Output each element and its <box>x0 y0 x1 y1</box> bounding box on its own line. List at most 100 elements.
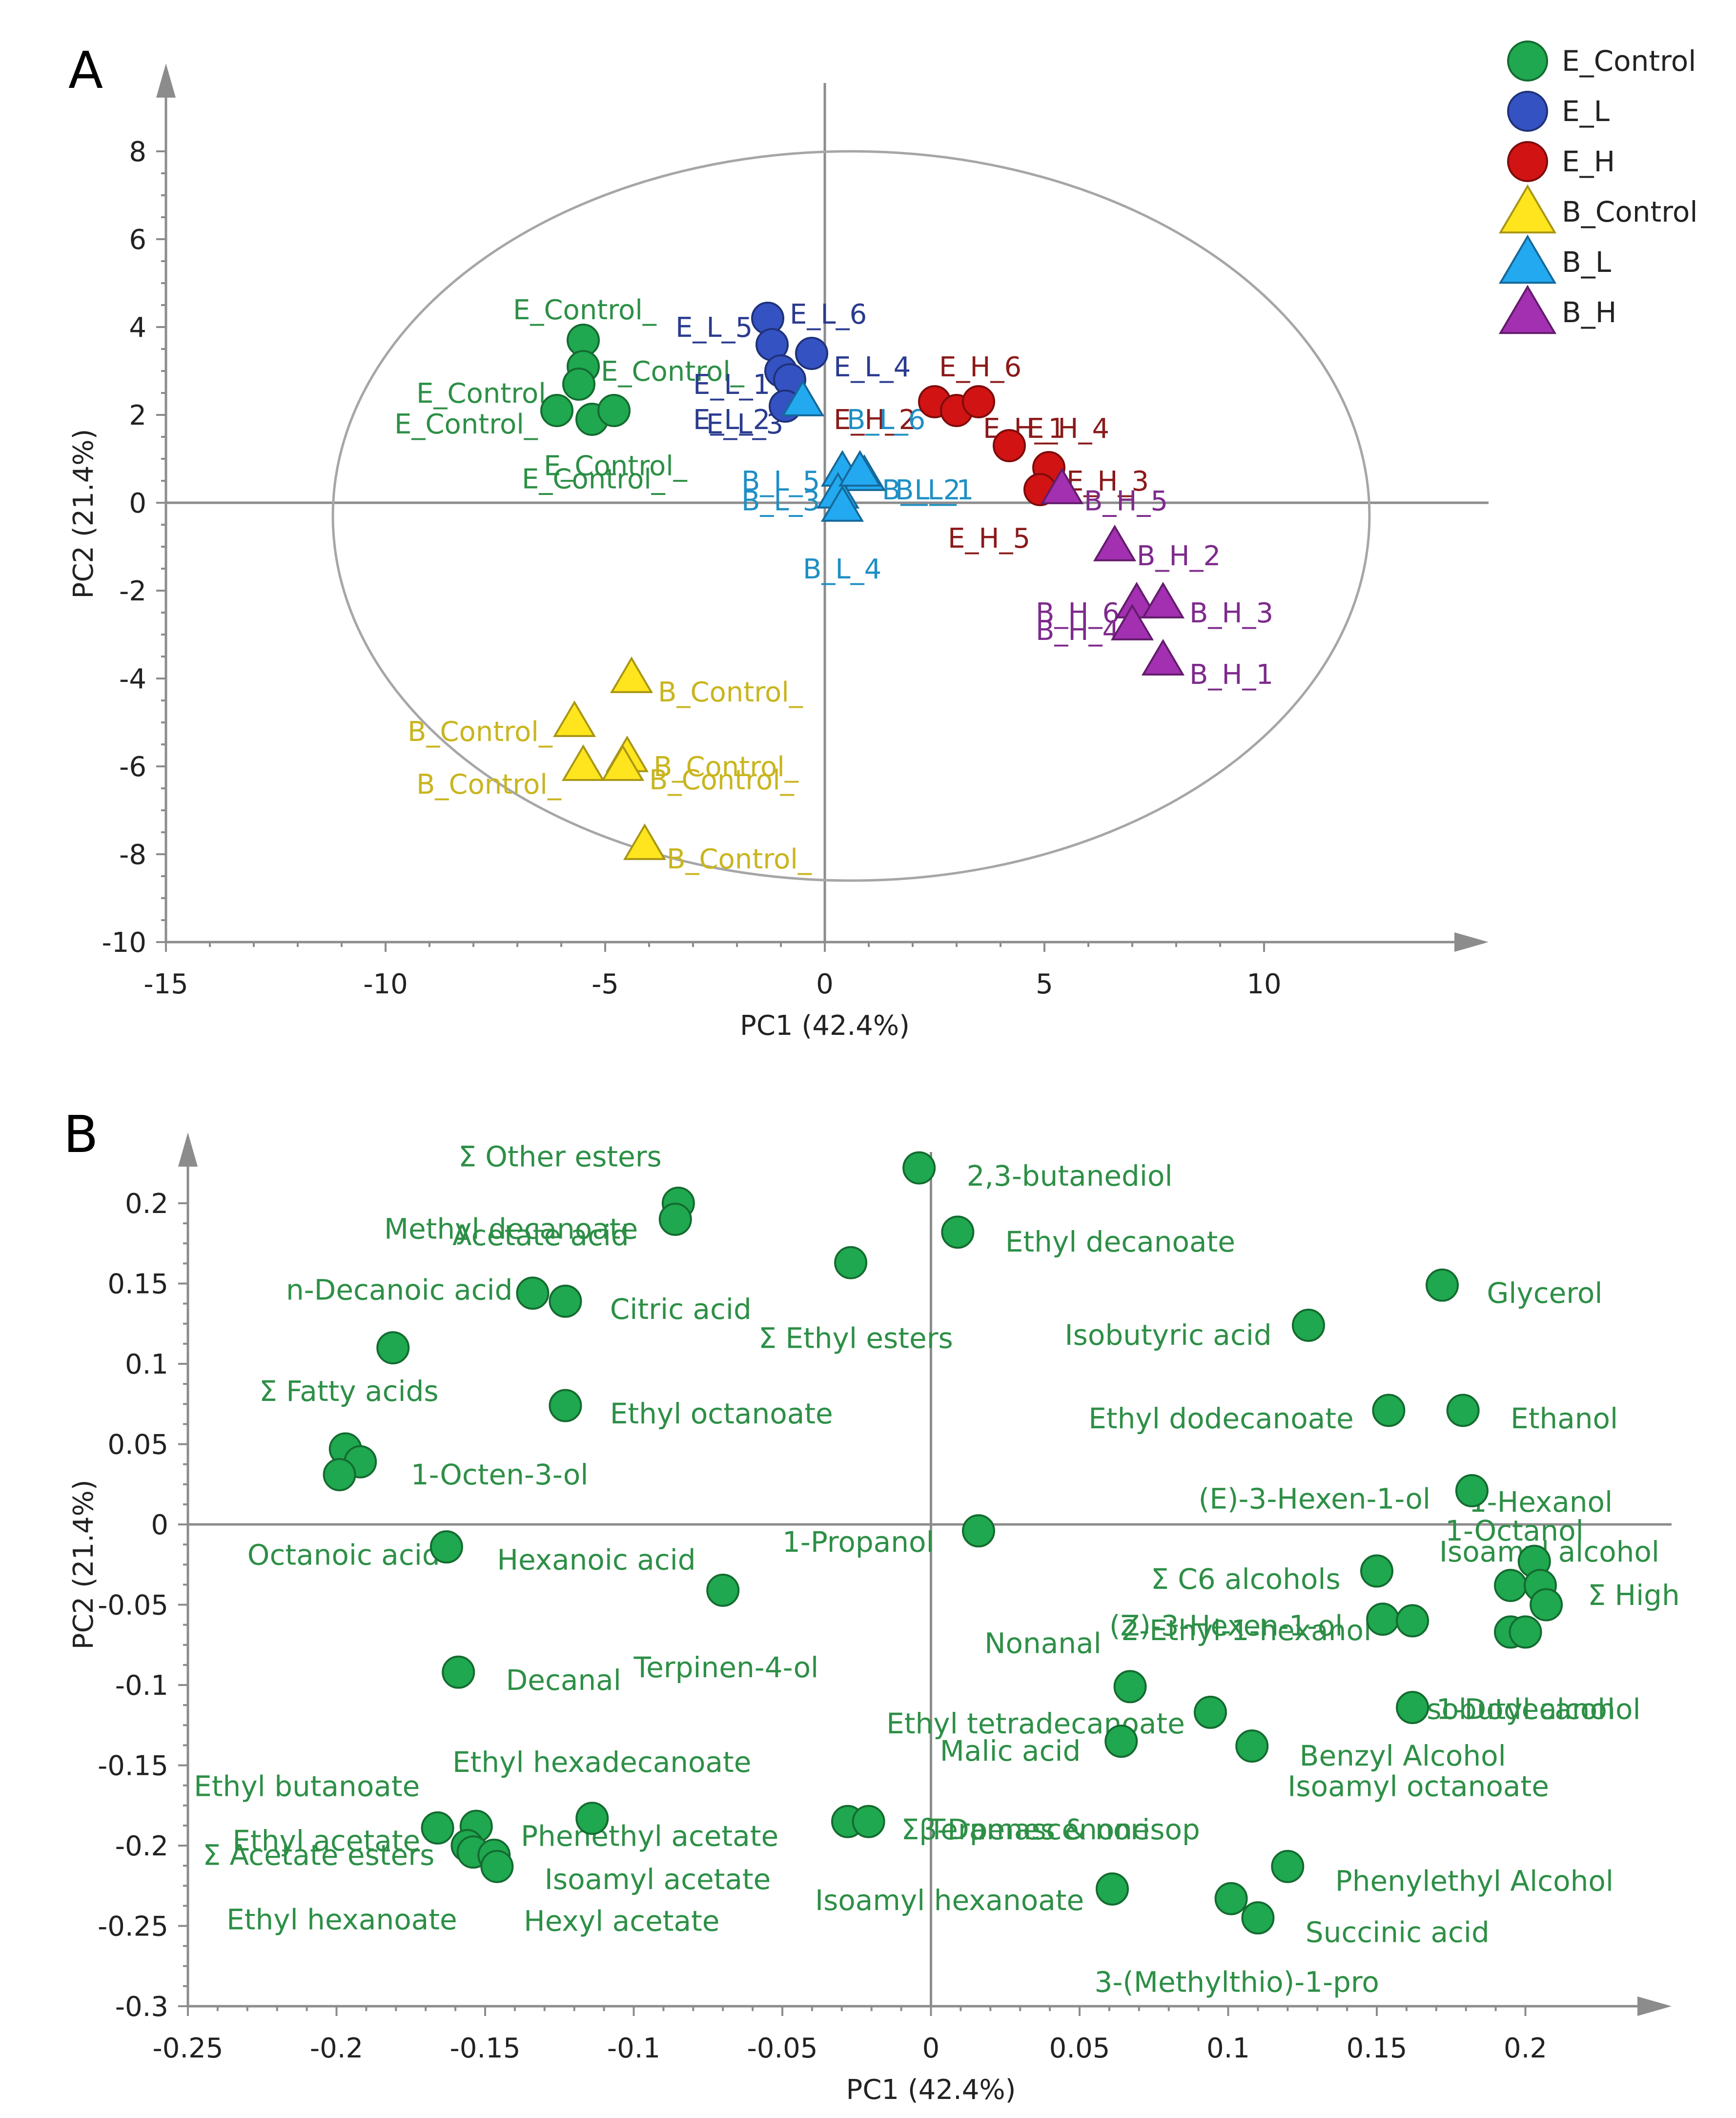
panel-a-y-axis-arrow <box>156 63 176 98</box>
panel-b-y-tick-label: 0 <box>151 1509 168 1541</box>
point-label: B_L_1 <box>895 474 974 506</box>
panel-a-y-tick-label: -10 <box>102 927 146 959</box>
panel-a-y-tick-label: -4 <box>119 663 146 695</box>
loading-point <box>376 1331 410 1365</box>
variable-label: Citric acid <box>610 1293 752 1326</box>
panel-b-y-tick-label: -0.25 <box>98 1911 168 1943</box>
loading-point <box>549 1284 582 1318</box>
variable-label: β-Damascenone <box>919 1813 1150 1846</box>
panel-b-y-axis-arrow <box>178 1132 198 1167</box>
variable-label: Isoamyl hexanoate <box>815 1884 1084 1917</box>
data-point-B_Control <box>552 700 596 737</box>
variable-label: 1-Hexanol <box>1469 1485 1613 1519</box>
data-point-B_Control <box>610 656 654 693</box>
variable-label: Hexanoic acid <box>497 1543 695 1576</box>
loading-point <box>1366 1603 1400 1636</box>
panel-a-x-tick-label: 5 <box>1036 968 1053 1000</box>
variable-label: Benzyl Alcohol <box>1300 1739 1506 1772</box>
point-label: B_H_6 <box>1036 597 1120 629</box>
panel-a-axes: -15 -10 -5 0 5 10 -10 -8 -6 -4 -2 0 2 4 6 8 <box>102 63 1489 1000</box>
loading-point <box>834 1246 868 1279</box>
point-label: B_H_3 <box>1189 597 1273 629</box>
loading-point <box>1494 1569 1528 1603</box>
legend-label-B_Control: B_Control <box>1562 195 1697 228</box>
variable-label: 1-Propanol <box>782 1525 934 1559</box>
loading-point <box>1113 1670 1147 1704</box>
panel-b-axes: -0.25 -0.2 -0.15 -0.1 -0.05 0 0.05 0.1 0.15 0.2 -0… <box>98 1132 1672 2064</box>
panel-b-y-tick-label: -0.1 <box>115 1670 168 1702</box>
variable-label: Ethyl hexanoate <box>226 1903 457 1936</box>
panel-b-x-tick-label: 0 <box>922 2033 940 2064</box>
variable-label: Nonanal <box>984 1626 1102 1660</box>
point-label: E_L_5 <box>675 312 753 344</box>
variable-label: 1-Dodecanol <box>1436 1692 1615 1726</box>
panel-a-y-axis-title: PC2 (21.4%) <box>68 429 100 599</box>
loading-point <box>941 1215 975 1249</box>
variable-label: 3-(Methylthio)-1-pro <box>1094 1966 1379 1999</box>
data-point-B_H <box>1093 524 1137 561</box>
loading-point <box>1291 1309 1325 1342</box>
variable-label: (Z)-3-Hexen-1-ol <box>1109 1609 1343 1642</box>
panel-a-y-tick-label: -2 <box>119 576 146 607</box>
point-label: B_H_2 <box>1137 540 1221 572</box>
loading-point <box>961 1514 995 1548</box>
point-label: E_Control_ <box>416 378 560 410</box>
legend-label-E_Control: E_Control <box>1562 44 1696 78</box>
panel-b-y-tick-label: 0.2 <box>125 1188 168 1220</box>
variable-label: Malic acid <box>940 1734 1081 1768</box>
variable-label: Ethanol <box>1511 1402 1618 1435</box>
legend-label-B_H: B_H <box>1562 296 1616 329</box>
panel-a-legend: E_Control E_L E_H B_Control B_L B_H <box>1498 41 1697 334</box>
loading-point <box>1455 1474 1489 1507</box>
point-label: B_Control_ <box>408 716 553 748</box>
panel-a-y-tick-label: 0 <box>129 488 146 519</box>
loading-point <box>1214 1882 1248 1915</box>
variable-label: Σ Ethyl esters <box>758 1321 953 1355</box>
panel-b-y-tick-label: 0.05 <box>107 1429 168 1461</box>
point-label: E_L_4 <box>834 351 911 383</box>
data-point-E_H <box>962 385 995 418</box>
loading-point <box>1372 1394 1406 1427</box>
panel-a-y-tick-label: 6 <box>129 224 146 256</box>
loading-point <box>480 1850 514 1883</box>
loading-point <box>1360 1554 1393 1588</box>
point-label: B_L_3 <box>741 486 820 517</box>
panel-b-x-tick-label: -0.1 <box>607 2033 660 2064</box>
point-label: E_Control_ <box>601 356 745 388</box>
point-label: E_Control_ <box>522 464 666 495</box>
panel-b-x-tick-label: 0.2 <box>1504 2033 1547 2064</box>
loading-point <box>1104 1725 1138 1758</box>
variable-label: Hexyl acetate <box>524 1905 719 1938</box>
panel-a-point-labels: E_Control_ E_Control_ E_Control_ E_Control_… <box>394 294 1273 875</box>
panel-a-score-plot: A -15 -10 -5 0 5 10 -10 -8 -6 -4 -2 0 2 4 6 8 E_Control… <box>68 41 1697 1042</box>
variable-label: 1-Octen-3-ol <box>411 1458 589 1491</box>
panel-b-x-tick-label: -0.05 <box>747 2033 818 2064</box>
point-label: B_L_5 <box>741 466 820 497</box>
confidence-ellipse <box>331 150 1371 882</box>
point-label: E_Control_ <box>513 294 657 326</box>
legend-label-E_H: E_H <box>1562 145 1615 178</box>
variable-label: n-Decanoic acid <box>286 1274 513 1307</box>
data-point-E_H <box>993 429 1026 462</box>
variable-label: Ethyl hexadecanoate <box>452 1746 751 1779</box>
loading-point <box>658 1202 692 1236</box>
panel-b-x-tick-label: -0.15 <box>450 2033 521 2064</box>
panel-a-y-tick-label: -8 <box>119 839 146 871</box>
panel-a-confidence-ellipse <box>331 150 1371 882</box>
variable-label: Σ Other esters <box>458 1140 662 1173</box>
point-label: B_L_4 <box>803 554 881 585</box>
loading-point <box>1271 1850 1305 1883</box>
panel-b-x-tick-label: -0.2 <box>310 2033 363 2064</box>
legend-marker-E_L <box>1507 91 1548 132</box>
variable-label: Ethyl decanoate <box>1005 1225 1235 1258</box>
point-label: E_L_6 <box>790 299 867 330</box>
loading-point <box>1241 1901 1275 1935</box>
legend-label-B_L: B_L <box>1562 246 1611 279</box>
panel-b-y-tick-label: 0.1 <box>125 1349 168 1380</box>
loading-point <box>706 1573 740 1607</box>
loading-point <box>1396 1604 1430 1638</box>
panel-a-x-tick-label: 0 <box>816 968 834 1000</box>
data-point-B_Control <box>623 823 667 860</box>
panel-b-x-axis-arrow <box>1637 1996 1672 2016</box>
panel-b-x-tick-label: 0.05 <box>1049 2033 1110 2064</box>
